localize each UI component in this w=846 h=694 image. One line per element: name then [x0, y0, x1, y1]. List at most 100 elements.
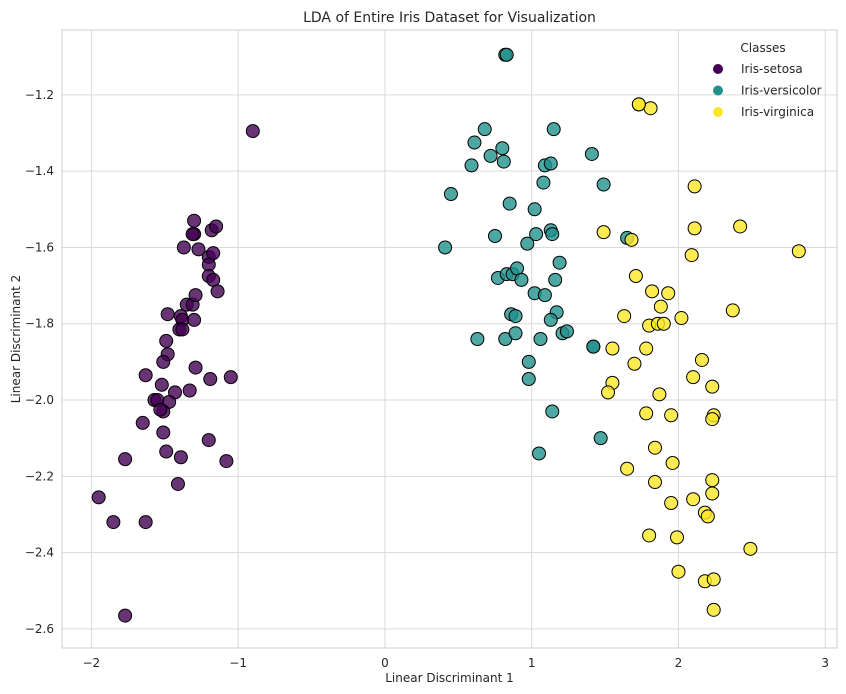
data-point — [687, 179, 702, 194]
series-iris-virginica — [596, 97, 806, 617]
y-tick-label: −2.6 — [25, 622, 54, 636]
data-point — [546, 122, 561, 137]
data-point — [674, 311, 689, 326]
data-point — [705, 379, 720, 394]
data-point — [106, 515, 121, 530]
data-point — [545, 404, 560, 419]
plot-frame — [61, 29, 838, 649]
legend: Classes Iris-setosa Iris-versicolor Iris-vi… — [713, 41, 822, 119]
data-point — [652, 387, 667, 402]
data-point — [245, 124, 260, 139]
data-point — [661, 286, 676, 301]
data-point — [470, 332, 485, 346]
data-point — [154, 377, 169, 392]
x-axis-label: Linear Discriminant 1 — [385, 671, 514, 685]
y-tick-label: −1.2 — [25, 88, 54, 102]
data-point — [645, 284, 660, 299]
data-point — [159, 444, 174, 459]
legend-marker — [713, 64, 723, 74]
data-point — [138, 368, 153, 383]
legend-label: Iris-versicolor — [741, 84, 822, 98]
data-point — [188, 288, 203, 303]
legend-label: Iris-virginica — [741, 105, 814, 119]
data-point — [210, 284, 225, 299]
data-point — [176, 240, 191, 255]
data-point — [628, 269, 643, 284]
data-point — [647, 440, 662, 455]
data-point — [527, 202, 542, 217]
data-points — [91, 47, 806, 623]
data-point — [617, 309, 632, 324]
data-point — [223, 370, 238, 385]
data-point — [209, 219, 224, 234]
x-tick-label: 3 — [821, 656, 829, 670]
data-point — [159, 333, 174, 348]
data-point — [552, 255, 567, 270]
data-point — [725, 303, 740, 318]
data-point — [173, 450, 188, 465]
data-point — [529, 227, 544, 242]
y-tick-label: −1.4 — [25, 164, 54, 178]
data-point — [664, 408, 679, 423]
data-point — [520, 236, 535, 251]
data-point — [643, 101, 658, 116]
data-point — [586, 339, 601, 354]
y-tick-label: −2.4 — [25, 546, 54, 560]
x-tick-label: −1 — [229, 656, 247, 670]
data-point — [443, 187, 458, 202]
legend-label: Iris-setosa — [741, 62, 803, 76]
data-point — [624, 232, 639, 247]
data-point — [201, 433, 216, 448]
data-point — [543, 156, 558, 171]
legend-marker — [713, 85, 723, 96]
data-point — [791, 244, 806, 259]
data-point — [187, 213, 202, 228]
data-point — [514, 272, 529, 287]
data-point — [536, 175, 551, 190]
data-point — [670, 530, 685, 545]
data-point — [138, 515, 153, 530]
series-iris-setosa — [91, 124, 260, 623]
data-point — [584, 146, 599, 161]
data-point — [118, 452, 133, 467]
data-point — [508, 309, 523, 324]
data-point — [642, 528, 657, 543]
data-point — [438, 240, 453, 255]
data-point — [521, 354, 536, 369]
data-point — [639, 341, 654, 356]
data-point — [671, 564, 686, 579]
x-tick-label: 1 — [528, 656, 536, 670]
data-point — [533, 332, 548, 346]
data-point — [521, 372, 536, 387]
axis-ticks: −2 −1 0 1 2 3 −1.2 −1.4 −1.6 −1.8 −2.0 −2.2 −2.4 −2.6 — [25, 88, 829, 670]
data-point — [219, 454, 234, 469]
data-point — [664, 496, 679, 511]
data-point — [488, 229, 503, 243]
data-point — [639, 406, 654, 421]
data-point — [496, 154, 511, 169]
data-point — [187, 312, 202, 327]
x-tick-label: −2 — [83, 656, 101, 670]
data-point — [91, 490, 106, 505]
data-point — [153, 402, 168, 417]
data-point — [495, 141, 510, 156]
data-point — [477, 122, 492, 137]
data-point — [743, 541, 758, 556]
data-point — [593, 431, 608, 446]
y-tick-label: −1.8 — [25, 317, 54, 331]
data-point — [175, 322, 190, 337]
data-point — [631, 97, 646, 112]
data-point — [684, 248, 699, 263]
x-tick-label: 2 — [675, 656, 683, 670]
data-point — [559, 324, 574, 339]
data-point — [156, 354, 171, 369]
data-point — [706, 572, 721, 587]
data-point — [135, 415, 150, 430]
data-point — [188, 360, 203, 375]
data-point — [706, 602, 721, 617]
data-point — [203, 372, 218, 387]
data-point — [182, 383, 197, 398]
data-point — [700, 509, 715, 524]
